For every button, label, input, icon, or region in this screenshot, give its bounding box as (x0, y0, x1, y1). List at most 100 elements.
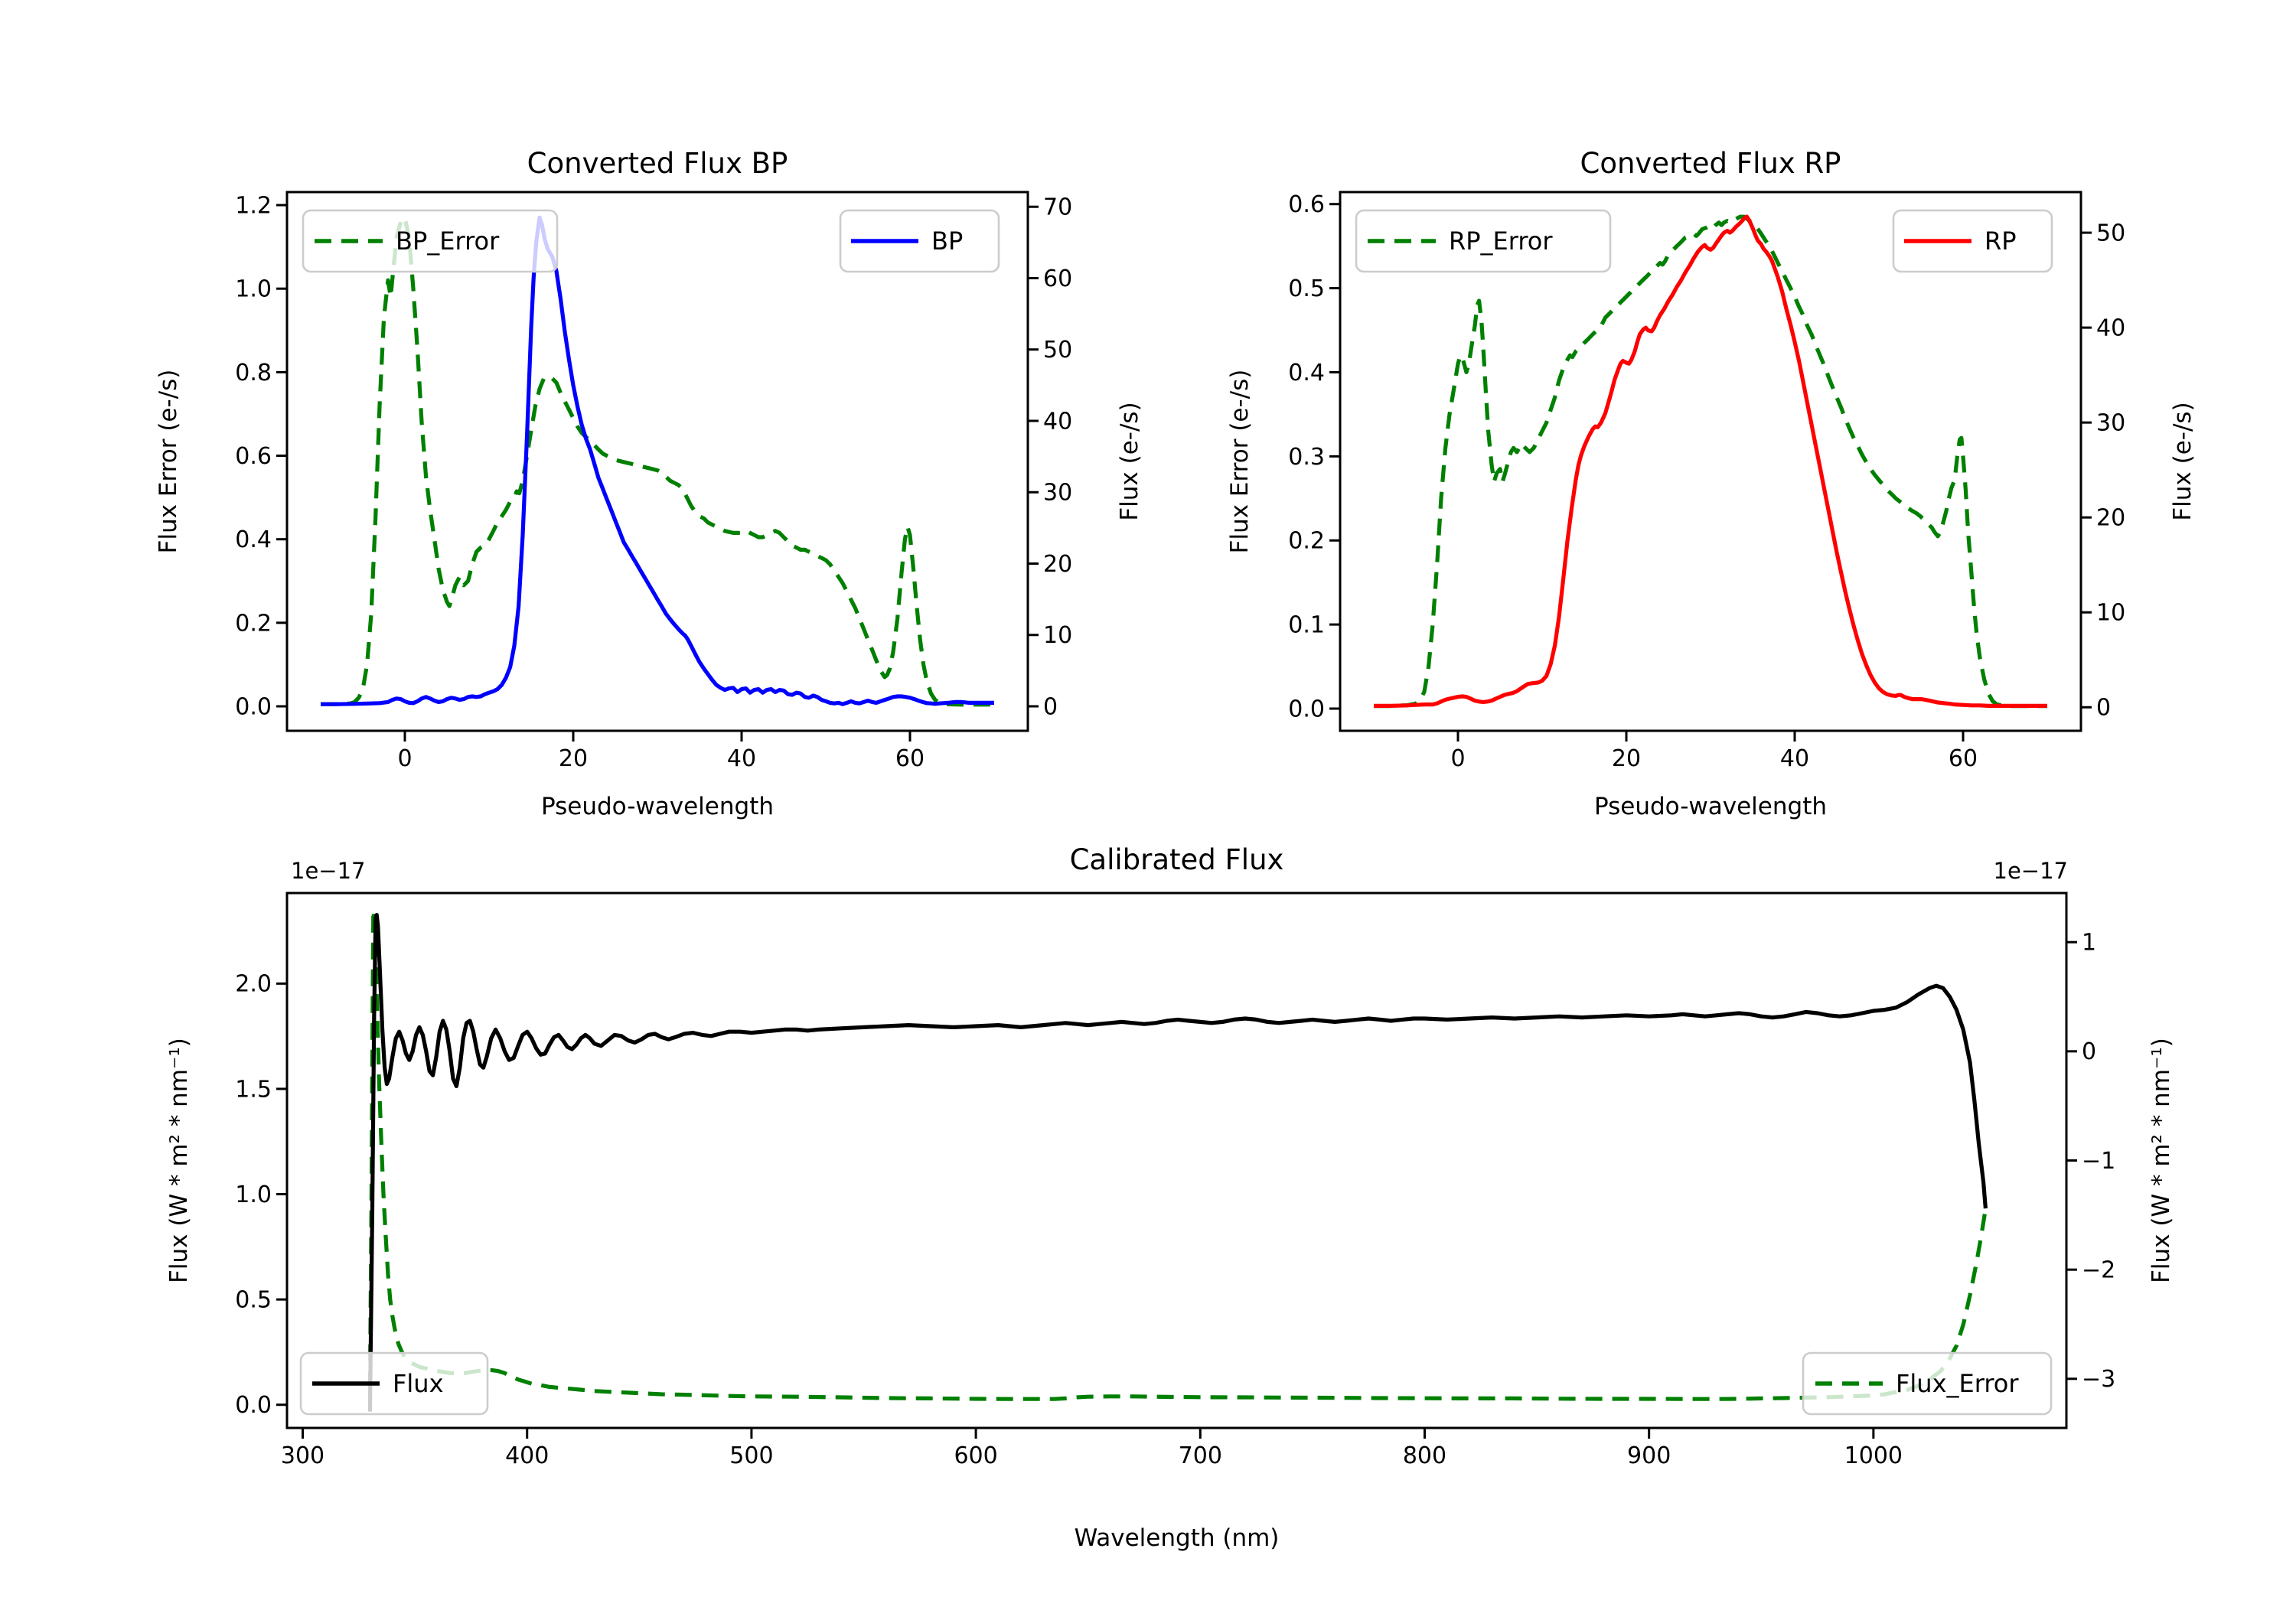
y-tick-label-right: 1 (2082, 930, 2096, 957)
y-tick-label-left: 0.6 (235, 443, 272, 470)
y-tick-label-left: 0.0 (1288, 696, 1325, 722)
x-tick-label: 800 (1403, 1442, 1446, 1469)
y-tick-label-right: 30 (1043, 480, 1072, 507)
rp-plot-area: 0 20 40 60 0.0 0.1 0.2 0.3 0.4 0.5 0.6 0 10 20 30 40 50 R… (1288, 191, 2125, 772)
rp-xaxis-label: Pseudo-wavelength (1594, 793, 1827, 820)
x-tick-label: 20 (559, 745, 588, 772)
y-tick-label-right: 0 (2082, 1038, 2096, 1065)
y-tick-label-left: 0.0 (235, 693, 272, 720)
bp-xaxis-label: Pseudo-wavelength (541, 793, 774, 820)
legend-flux: Flux (299, 1351, 489, 1416)
rp-title: Converted Flux RP (1580, 147, 1841, 180)
y-tick-label-right: 20 (2096, 505, 2125, 532)
wavelength-axis-label: Wavelength (nm) (1075, 1524, 1280, 1552)
y-tick-label-left: 1.5 (235, 1076, 272, 1103)
rp-yaxis-right-label: Flux (e-/s) (2169, 402, 2197, 520)
legend-bp-error: BP_Error (302, 209, 559, 273)
x-tick-label: 0 (1450, 745, 1465, 772)
y-tick-label-right: 20 (1043, 551, 1072, 578)
x-tick-label: 400 (505, 1442, 549, 1469)
legend-flux-label: Flux (393, 1369, 444, 1398)
legend-rp-error: RP_Error (1355, 209, 1612, 273)
y-tick-label-left: 0.6 (1288, 191, 1325, 218)
subplot-converted-flux-rp: 0 20 40 60 0.0 0.1 0.2 0.3 0.4 0.5 0.6 0 10 20 30 40 50 R… (1226, 147, 2197, 820)
x-tick-label: 40 (1780, 745, 1809, 772)
y-tick-label-right: 50 (2096, 220, 2125, 246)
y-tick-label-left: 0.4 (235, 526, 272, 553)
left-axis-exponent: 1e−17 (291, 858, 366, 884)
y-tick-label-right: 50 (1043, 337, 1072, 363)
legend-flux-error-box (1802, 1351, 2053, 1416)
calibrated-title: Calibrated Flux (1070, 843, 1284, 876)
plot-box (1339, 191, 2082, 732)
y-tick-label-right: −3 (2082, 1366, 2115, 1393)
y-tick-label-left: 0.5 (1288, 275, 1325, 302)
x-tick-label: 600 (954, 1442, 997, 1469)
calibrated-yaxis-right-label: Flux (W * m² * nm⁻¹) (2148, 1038, 2175, 1283)
y-tick-label-left: 2.0 (235, 971, 272, 998)
bp-yaxis-right-label: Flux (e-/s) (1116, 402, 1143, 520)
x-tick-label: 60 (895, 745, 925, 772)
y-tick-label-left: 0.8 (235, 360, 272, 386)
legend-bp-box (839, 209, 1000, 273)
bp-title: Converted Flux BP (527, 147, 788, 180)
flux-curve (367, 913, 1988, 1412)
flux-error-curve (367, 908, 1988, 1401)
y-tick-label-left: 0.1 (1288, 612, 1325, 639)
y-tick-label-right: 40 (1043, 408, 1072, 435)
y-tick-label-right: −1 (2082, 1148, 2115, 1175)
y-tick-label-left: 0.3 (1288, 444, 1325, 471)
y-tick-label-left: 1.2 (235, 192, 272, 219)
legend-flux-box (299, 1351, 489, 1416)
y-tick-label-right: 0 (2096, 695, 2111, 722)
legend-bp-error-label: BP_Error (396, 227, 500, 256)
legend-bp-label: BP (931, 227, 963, 256)
legend-flux-error: Flux_Error (1802, 1351, 2053, 1416)
x-tick-label: 900 (1627, 1442, 1671, 1469)
y-tick-label-right: 40 (2096, 315, 2125, 342)
x-tick-label: 700 (1179, 1442, 1222, 1469)
rp-error-curve (1374, 214, 2047, 709)
y-tick-label-left: 0.2 (1288, 528, 1325, 555)
y-tick-label-right: 60 (1043, 266, 1072, 292)
x-tick-label: 1000 (1844, 1442, 1903, 1469)
x-tick-label: 300 (281, 1442, 325, 1469)
y-tick-label-right: 10 (2096, 600, 2125, 627)
y-tick-label-left: 0.2 (235, 610, 272, 637)
y-tick-label-right: 70 (1043, 194, 1072, 221)
y-tick-label-right: −2 (2082, 1257, 2115, 1284)
legend-rp-box (1892, 209, 2053, 273)
x-tick-label: 20 (1612, 745, 1641, 772)
x-tick-label: 40 (727, 745, 756, 772)
plot-box (285, 892, 2068, 1429)
legend-rp-error-label: RP_Error (1449, 227, 1553, 256)
y-tick-label-left: 1.0 (235, 1182, 272, 1208)
y-tick-label-right: 30 (2096, 410, 2125, 437)
subplot-calibrated-flux: 300 400 500 600 700 800 900 1000 0.0 0.5 1.0 1.5 2.0… (165, 843, 2175, 1552)
legend-bp: BP (839, 209, 1000, 273)
y-tick-label-left: 0.4 (1288, 360, 1325, 386)
y-tick-label-left: 0.5 (235, 1287, 272, 1314)
bp-error-curve (321, 215, 994, 707)
y-tick-label-left: 1.0 (235, 276, 272, 303)
bp-plot-area: 0 20 40 60 0.0 0.2 0.4 0.6 0.8 1.0 1.2 0 10 20 30 40 50 6… (235, 191, 1072, 772)
x-tick-label: 60 (1949, 745, 1978, 772)
x-tick-label: 0 (397, 745, 412, 772)
legend-flux-error-label: Flux_Error (1896, 1369, 2019, 1398)
right-axis-exponent: 1e−17 (1994, 858, 2069, 884)
legend-rp-error-box (1355, 209, 1612, 273)
y-tick-label-right: 10 (1043, 622, 1072, 649)
plot-box (285, 191, 1029, 732)
calibrated-yaxis-left-label: Flux (W * m² * nm⁻¹) (165, 1038, 193, 1283)
subplot-converted-flux-bp: 0 20 40 60 0.0 0.2 0.4 0.6 0.8 1.0 1.2 0 10 20 30 40 50 6… (155, 147, 1143, 820)
legend-rp: RP (1892, 209, 2053, 273)
y-tick-label-left: 0.0 (235, 1392, 272, 1419)
rp-curve (1374, 214, 2047, 708)
legend-rp-label: RP (1985, 227, 2017, 256)
x-tick-label: 500 (729, 1442, 773, 1469)
bp-curve (321, 215, 994, 706)
legend-bp-error-box (302, 209, 559, 273)
y-tick-label-right: 0 (1043, 693, 1058, 720)
calibrated-plot-area: 300 400 500 600 700 800 900 1000 0.0 0.5 1.0 1.5 2.0… (235, 892, 2115, 1469)
